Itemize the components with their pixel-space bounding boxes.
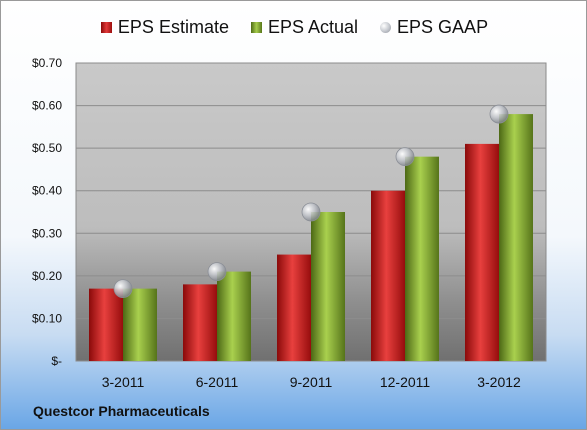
y-tick-label: $0.50 (32, 141, 62, 155)
gaap-markers (113, 104, 509, 299)
marker-eps-gaap (489, 104, 509, 124)
bar-eps-estimate (371, 190, 405, 361)
y-tick-label: $0.30 (32, 226, 62, 240)
x-tick-label: 9-2011 (290, 374, 333, 390)
marker-eps-gaap (301, 202, 321, 222)
bar-eps-estimate (89, 288, 123, 361)
legend-item-gaap: EPS GAAP (380, 17, 488, 38)
x-tick-label: 3-2012 (477, 374, 521, 390)
y-tick-label: $0.20 (32, 269, 62, 283)
bar-eps-estimate (183, 284, 217, 361)
marker-eps-gaap (113, 279, 133, 299)
legend-label-estimate: EPS Estimate (117, 17, 229, 37)
company-name: Questcor Pharmaceuticals (33, 403, 210, 419)
bar-eps-actual (499, 114, 533, 361)
legend-swatch-actual (250, 22, 262, 33)
legend-swatch-gaap (380, 22, 392, 33)
chart-legend: EPS Estimate EPS Actual EPS GAAP (1, 17, 586, 38)
legend-item-actual: EPS Actual (250, 17, 359, 38)
bar-eps-actual (217, 271, 251, 361)
y-axis-ticks: $- $0.10 $0.20 $0.30 $0.40 $0.50 $0.60 $0.70 (32, 56, 62, 368)
marker-eps-gaap (395, 147, 415, 167)
y-tick-label: $0.60 (32, 99, 62, 113)
y-tick-label: $0.40 (32, 184, 62, 198)
x-tick-label: 6-2011 (196, 374, 239, 390)
x-tick-label: 3-2011 (102, 374, 145, 390)
x-tick-label: 12-2011 (380, 374, 431, 390)
y-tick-label: $0.70 (32, 56, 62, 70)
legend-label-actual: EPS Actual (267, 17, 359, 37)
x-axis-ticks: 3-2011 6-2011 9-2011 12-2011 3-2012 (102, 374, 521, 390)
bar-eps-estimate (277, 254, 311, 361)
bar-eps-actual (405, 156, 439, 361)
bar-eps-actual (311, 212, 345, 361)
legend-label-gaap: EPS GAAP (397, 17, 489, 37)
legend-swatch-estimate (100, 22, 112, 33)
legend-item-estimate: EPS Estimate (100, 17, 229, 38)
bars (89, 114, 533, 361)
bar-eps-estimate (465, 143, 499, 361)
y-tick-label: $- (51, 354, 62, 368)
marker-eps-gaap (207, 262, 227, 282)
bar-eps-actual (123, 288, 157, 361)
y-tick-label: $0.10 (32, 311, 62, 325)
